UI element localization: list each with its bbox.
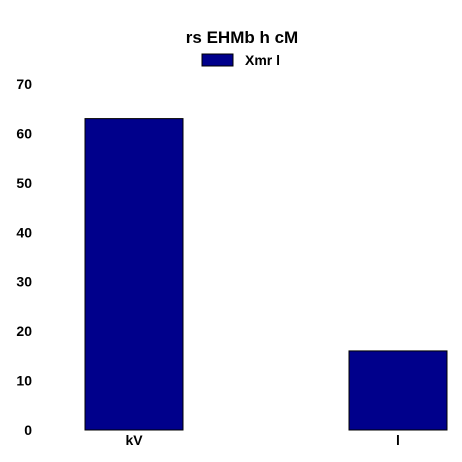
y-tick-label: 10 xyxy=(16,373,32,389)
chart-title: rs EHMb h cM xyxy=(186,28,298,47)
y-tick-label: 30 xyxy=(16,274,32,290)
x-tick-label: kV xyxy=(125,432,143,448)
y-tick-label: 50 xyxy=(16,175,32,191)
x-tick-label: l xyxy=(396,432,400,448)
y-axis-ticks: 0 10 20 30 40 50 60 70 xyxy=(16,76,32,438)
bar xyxy=(348,350,448,431)
x-axis-ticks: kV l xyxy=(125,432,400,448)
legend-swatch xyxy=(201,53,234,67)
y-tick-label: 0 xyxy=(24,422,32,438)
y-tick-label: 40 xyxy=(16,224,32,240)
y-tick-label: 20 xyxy=(16,323,32,339)
bars xyxy=(84,118,448,431)
bar xyxy=(84,118,184,431)
legend-label: Xmr l xyxy=(245,52,280,68)
y-tick-label: 70 xyxy=(16,76,32,92)
legend: Xmr l xyxy=(201,52,280,68)
y-tick-label: 60 xyxy=(16,125,32,141)
